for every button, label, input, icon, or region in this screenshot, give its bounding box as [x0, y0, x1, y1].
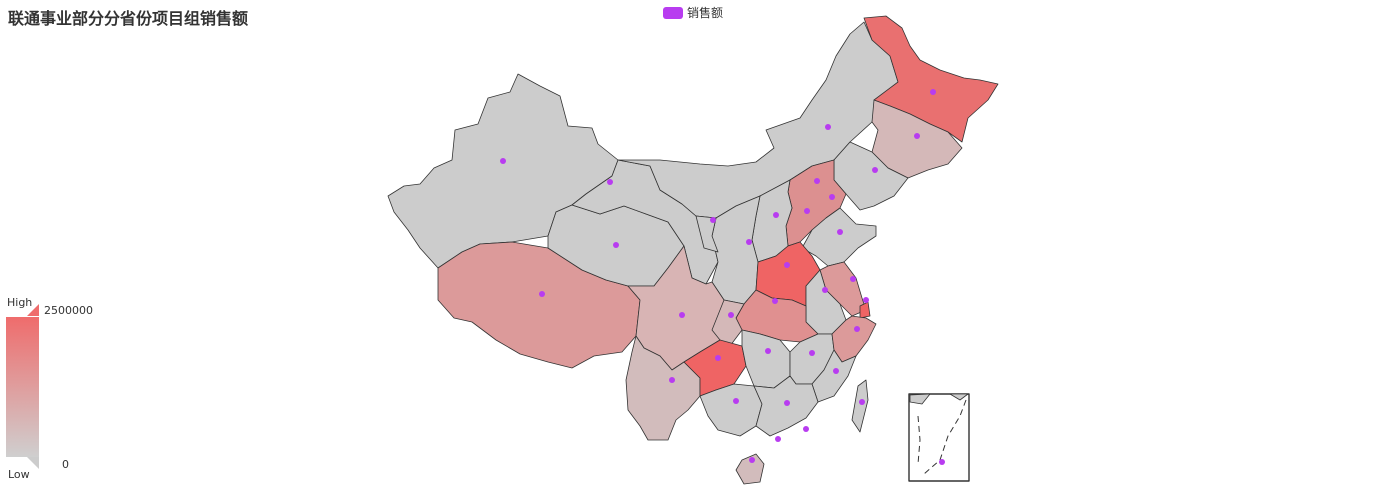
province-marker[interactable]: [607, 179, 613, 185]
province-marker[interactable]: [803, 426, 809, 432]
province-marker[interactable]: [809, 350, 815, 356]
province-marker[interactable]: [772, 298, 778, 304]
south-china-sea-inset: [908, 393, 970, 482]
province-marker[interactable]: [749, 457, 755, 463]
province-marker[interactable]: [930, 89, 936, 95]
province-marker[interactable]: [773, 212, 779, 218]
province-marker[interactable]: [814, 178, 820, 184]
province-marker[interactable]: [784, 400, 790, 406]
province-marker[interactable]: [784, 262, 790, 268]
province-marker[interactable]: [825, 124, 831, 130]
province-marker[interactable]: [829, 194, 835, 200]
inset-coast: [909, 393, 969, 405]
province-marker[interactable]: [613, 242, 619, 248]
province-marker[interactable]: [872, 167, 878, 173]
province-guizhou[interactable]: [683, 339, 747, 397]
visual-map-high-label: High: [7, 296, 33, 309]
province-marker[interactable]: [854, 326, 860, 332]
inset-dash-line: [917, 399, 967, 475]
visual-map-high-handle[interactable]: [27, 304, 39, 316]
province-yunnan[interactable]: [625, 335, 701, 441]
province-marker[interactable]: [733, 398, 739, 404]
province-marker[interactable]: [679, 312, 685, 318]
province-marker[interactable]: [837, 229, 843, 235]
province-marker[interactable]: [715, 355, 721, 361]
province-marker[interactable]: [850, 276, 856, 282]
visual-map-low-label: Low: [8, 468, 30, 481]
province-marker[interactable]: [746, 239, 752, 245]
legend-swatch: [663, 6, 683, 19]
visual-map-bar[interactable]: [6, 317, 39, 457]
province-marker[interactable]: [765, 348, 771, 354]
province-marker[interactable]: [859, 399, 865, 405]
province-shanghai[interactable]: [859, 301, 871, 319]
province-heilongjiang[interactable]: [863, 15, 999, 143]
province-marker[interactable]: [804, 208, 810, 214]
visual-map-low-handle[interactable]: [27, 457, 39, 469]
province-marker[interactable]: [710, 217, 716, 223]
province-marker[interactable]: [539, 291, 545, 297]
visual-map-min: 0: [62, 458, 69, 471]
province-markers: [500, 89, 945, 465]
province-marker[interactable]: [669, 377, 675, 383]
province-marker[interactable]: [728, 312, 734, 318]
province-taiwan[interactable]: [851, 379, 869, 433]
province-marker[interactable]: [939, 459, 945, 465]
province-marker[interactable]: [500, 158, 506, 164]
province-marker[interactable]: [914, 133, 920, 139]
province-shandong[interactable]: [801, 207, 877, 267]
province-marker[interactable]: [822, 287, 828, 293]
province-marker[interactable]: [833, 368, 839, 374]
province-marker[interactable]: [863, 297, 869, 303]
province-hainan[interactable]: [735, 453, 765, 485]
province-guangdong[interactable]: [753, 375, 819, 437]
province-marker[interactable]: [775, 436, 781, 442]
legend-label: 销售额: [687, 6, 724, 20]
legend[interactable]: 销售额: [663, 4, 723, 21]
chart-title: 联通事业部分分省份项目组销售额: [8, 9, 249, 28]
visual-map-max: 2500000: [44, 304, 93, 317]
